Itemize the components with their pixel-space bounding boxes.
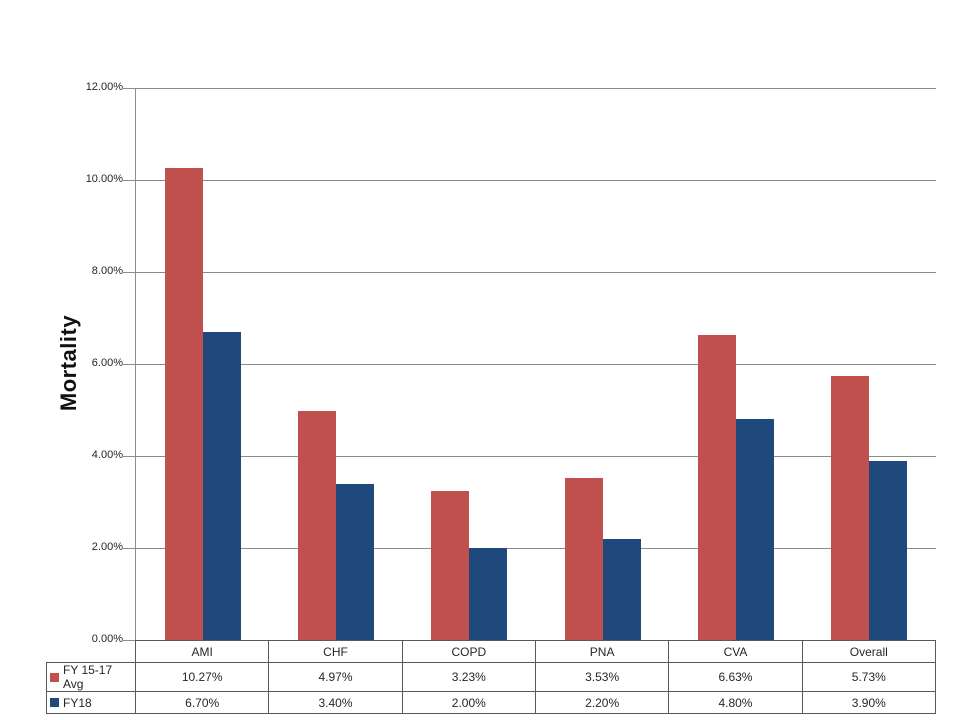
y-axis-tick [123,640,136,641]
y-axis-tick-label: 12.00% [85,81,123,93]
legend-cell: FY 15-17 Avg [46,662,136,692]
y-axis-tick-label: 10.00% [85,173,123,185]
y-axis-tick-label: 8.00% [91,265,123,277]
y-axis-tick [123,364,136,365]
y-axis-tick [123,272,136,273]
value-cell: 5.73% [801,662,936,692]
y-axis-tick [123,180,136,181]
value-cell: 3.90% [801,691,936,714]
y-axis-tick [123,548,136,549]
value-cell: 10.27% [134,662,270,692]
category-header: COPD [401,640,536,663]
value-cell: 4.80% [668,691,803,714]
bar-series1-cva [736,419,774,640]
y-axis-tick-label: 4.00% [91,449,123,461]
bar-series1-pna [603,539,641,640]
bar-series1-chf [336,484,374,640]
category-header: PNA [534,640,670,663]
legend-cell: FY18 [46,691,136,714]
plot-area [123,88,936,641]
y-axis-tick-labels: 0.00% 2.00% 4.00% 6.00% 8.00% 10.00% 12.00% [0,81,123,645]
category-header: CHF [268,640,403,663]
category-header: Overall [801,640,936,663]
bar-series0-cva [698,335,736,640]
bar-series0-copd [431,491,469,640]
table-corner-blank [47,641,136,663]
value-cell: 2.00% [401,691,536,714]
value-cell: 2.20% [534,691,670,714]
bar-series0-ami [165,168,203,640]
value-cell: 3.23% [401,662,536,692]
y-axis-tick-label: 0.00% [91,633,123,645]
series-name: FY18 [63,695,92,710]
bar-series1-ami [203,332,241,640]
y-axis-tick-label: 2.00% [91,541,123,553]
gridline [136,364,936,365]
category-header: CVA [668,640,803,663]
value-cell: 3.53% [534,662,670,692]
gridline [136,272,936,273]
gridline [136,180,936,181]
data-table: AMI CHF COPD PNA CVA Overall FY 15-17 Avg 10.27… [46,640,936,714]
bar-series1-overall [869,461,907,640]
legend-color-key-icon [50,672,59,682]
bar-series0-overall [831,376,869,640]
y-axis-tick-label: 6.00% [91,357,123,369]
bar-series0-chf [298,411,336,640]
legend-color-key-icon [50,698,59,707]
gridline [136,548,936,549]
y-axis-tick [123,456,136,457]
y-axis-tick [123,88,136,89]
series-name: FY 15-17 Avg [63,663,113,691]
category-header: AMI [134,640,270,663]
gridline [136,88,936,89]
bar-series1-copd [469,548,507,640]
value-cell: 3.40% [268,691,403,714]
value-cell: 6.70% [134,691,270,714]
gridline [136,456,936,457]
value-cell: 4.97% [268,662,403,692]
value-cell: 6.63% [668,662,803,692]
bar-series0-pna [565,478,603,640]
